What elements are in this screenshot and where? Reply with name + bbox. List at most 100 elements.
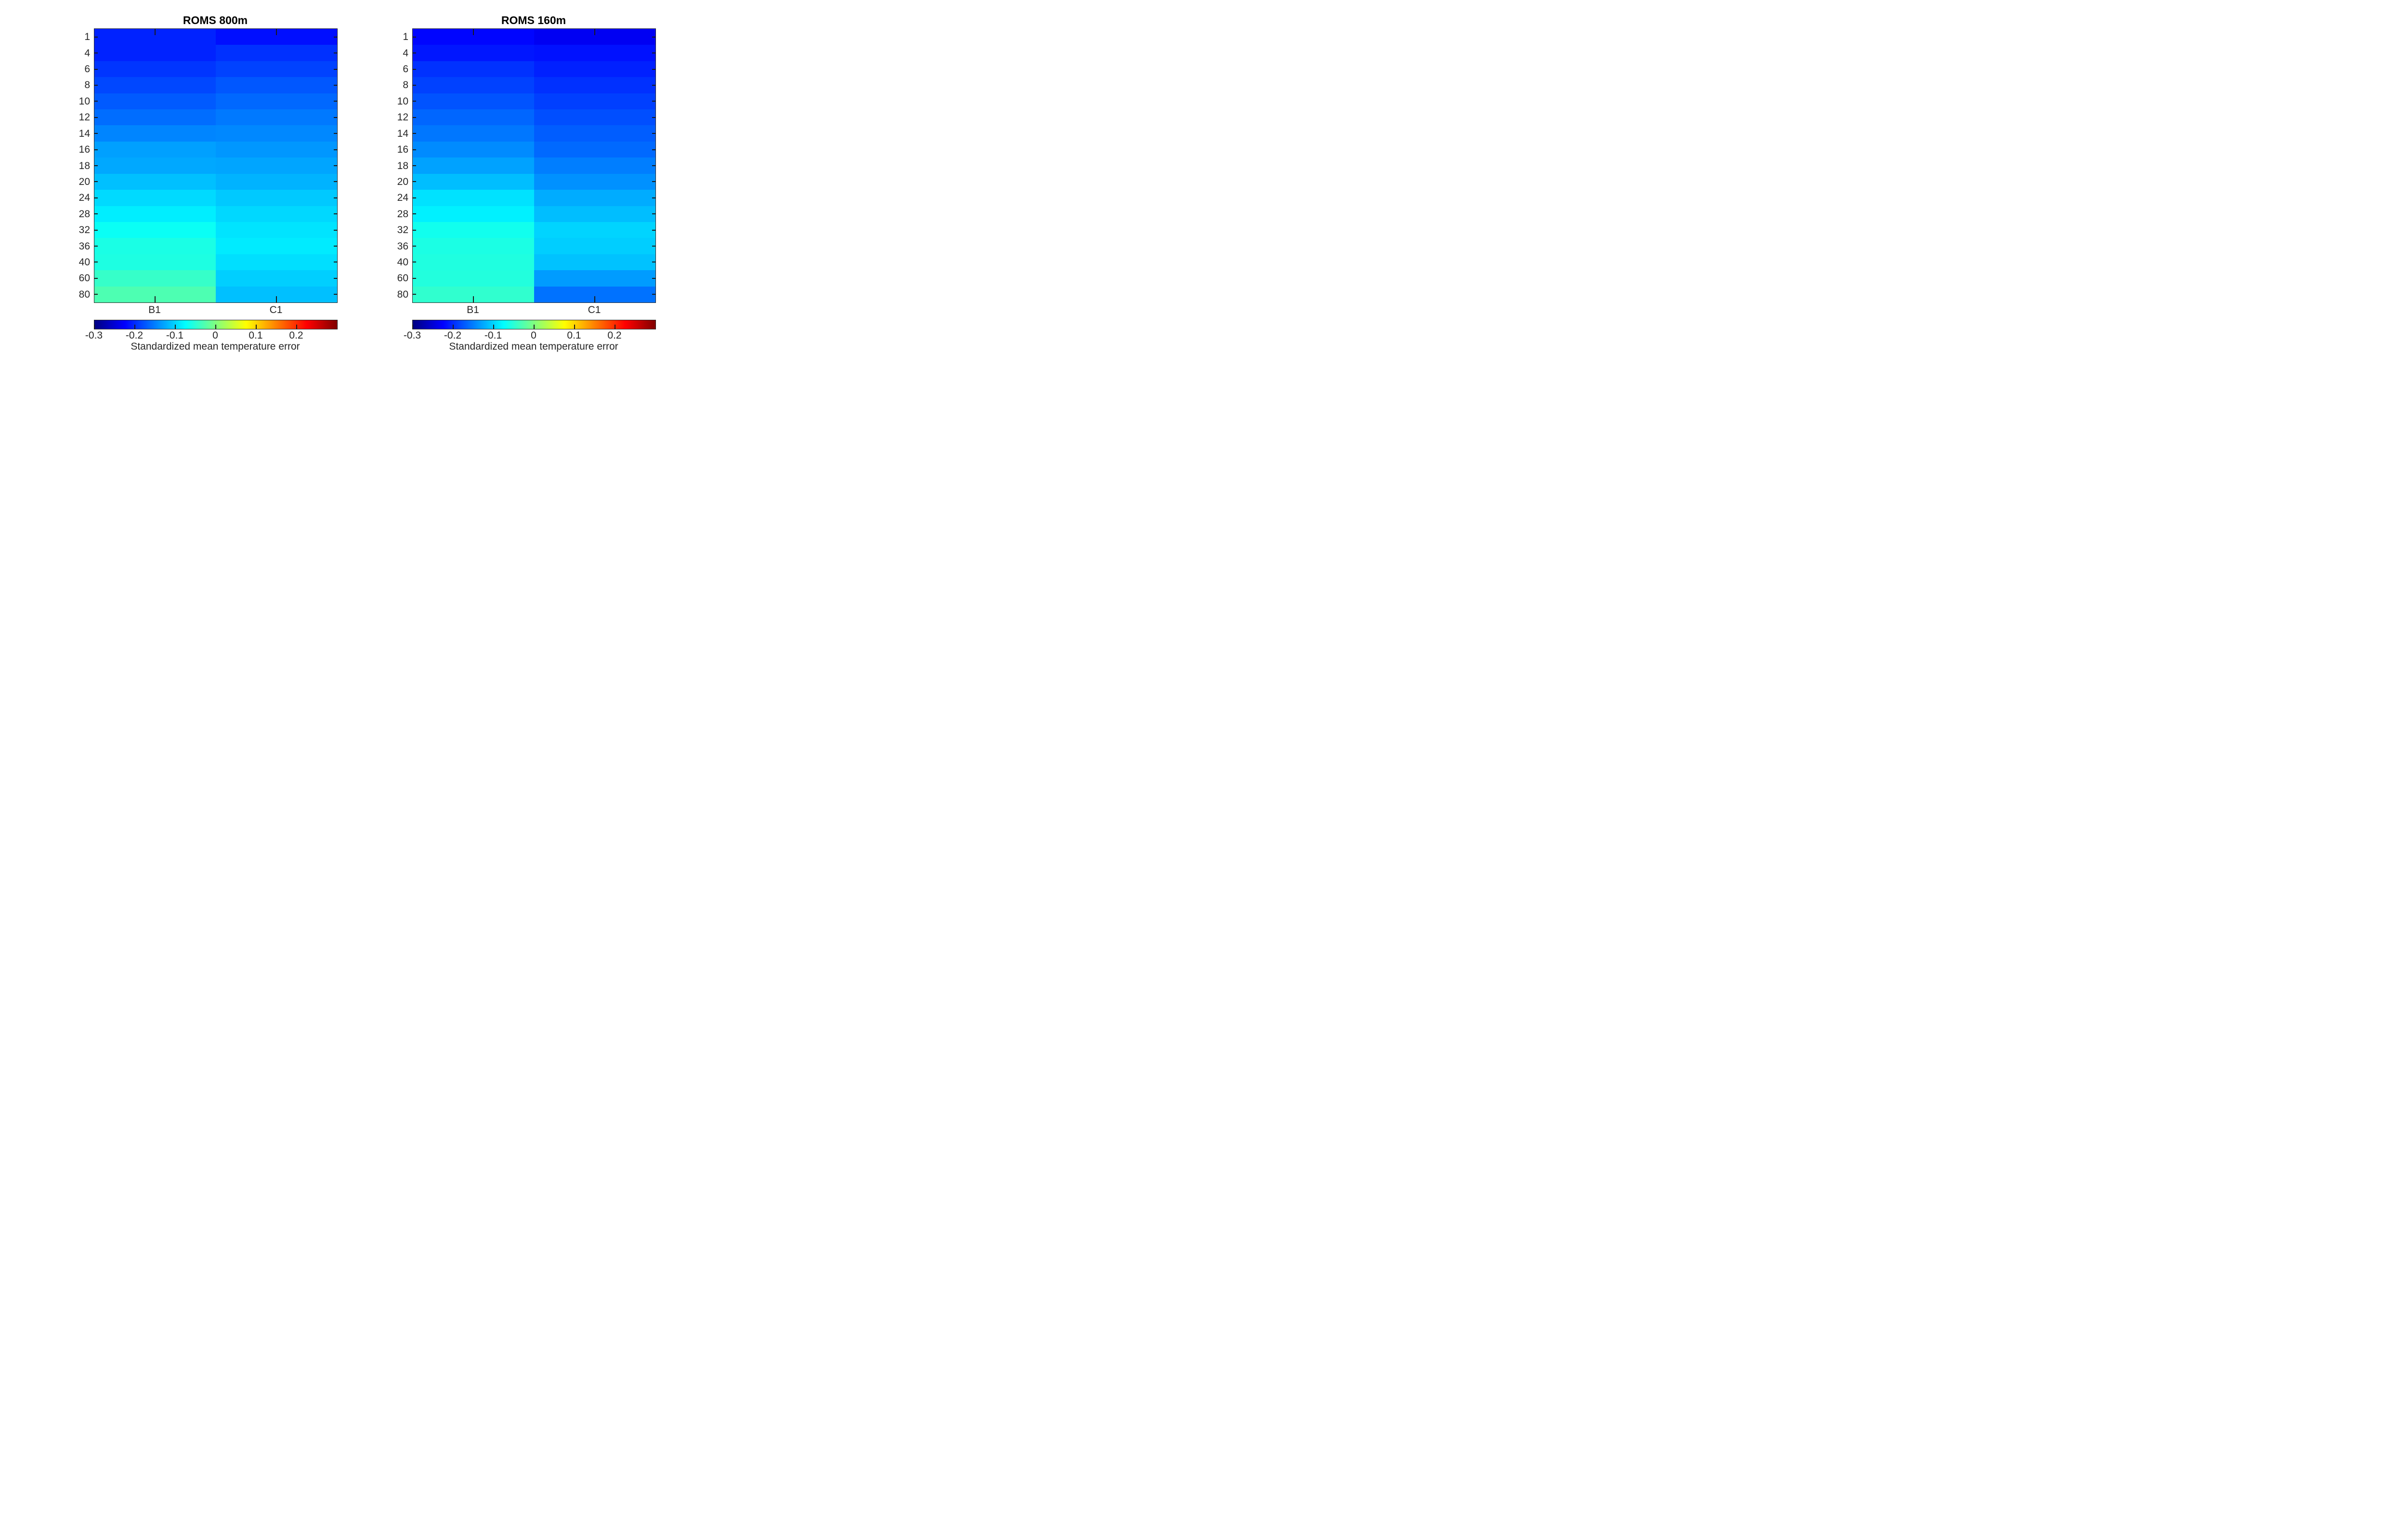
- heatmap-cell-C1-28: [534, 206, 655, 223]
- y-tick-label: 6: [403, 64, 408, 75]
- heatmap-cell-B1-60: [94, 270, 216, 287]
- heatmap-cell-C1-12: [216, 109, 337, 126]
- y-tick-mark: [413, 68, 416, 70]
- y-tick-mark: [334, 149, 337, 150]
- y-tick-mark: [334, 36, 337, 38]
- y-tick-label: 16: [79, 144, 90, 156]
- heatmap-cell-C1-36: [216, 238, 337, 255]
- y-tick-mark: [334, 117, 337, 118]
- colorbar-tick-mark: [296, 325, 297, 329]
- y-tick-label: 80: [79, 288, 90, 300]
- heatmap-cell-C1-16: [534, 141, 655, 158]
- heatmap-cell-C1-60: [216, 270, 337, 287]
- heatmap-cell-C1-10: [216, 93, 337, 110]
- heatmap-cell-B1-24: [94, 190, 216, 207]
- colorbar-tick-mark: [175, 325, 176, 329]
- colorbar-tick-label: -0.2: [125, 330, 144, 341]
- y-tick-label: 4: [403, 47, 408, 59]
- y-tick-label: 36: [79, 240, 90, 252]
- colorbar-tick-label: 0.2: [607, 330, 622, 341]
- y-tick-mark: [652, 149, 655, 150]
- y-tick-label: 32: [397, 224, 408, 236]
- heatmap-cell-C1-8: [534, 77, 655, 94]
- y-tick-mark: [413, 294, 416, 295]
- y-tick-label: 14: [397, 128, 408, 139]
- y-tick-mark: [334, 84, 337, 86]
- y-tick-mark: [413, 84, 416, 86]
- y-tick-mark: [334, 101, 337, 102]
- heatmap-cell-C1-32: [534, 222, 655, 239]
- heatmap-cell-C1-6: [534, 61, 655, 78]
- colorbar-tick-mark: [94, 325, 95, 329]
- y-tick-label: 18: [397, 160, 408, 171]
- x-tick-mark: [473, 296, 474, 302]
- y-tick-mark: [94, 165, 98, 166]
- y-tick-mark: [94, 246, 98, 247]
- y-tick-mark: [334, 246, 337, 247]
- y-tick-mark: [652, 36, 655, 38]
- heatmap-cell-C1-18: [216, 157, 337, 174]
- y-tick-label: 1: [84, 31, 90, 43]
- y-tick-mark: [334, 277, 337, 279]
- colorbar-tick-mark: [134, 325, 135, 329]
- heatmap-right: [412, 28, 656, 303]
- heatmap-cell-B1-10: [413, 93, 534, 110]
- y-tick-mark: [334, 68, 337, 70]
- y-tick-label: 28: [79, 208, 90, 220]
- y-tick-label: 10: [397, 95, 408, 107]
- heatmap-cell-C1-60: [534, 270, 655, 287]
- heatmap-cell-B1-28: [413, 206, 534, 223]
- heatmap-cell-B1-60: [413, 270, 534, 287]
- heatmap-cell-C1-8: [216, 77, 337, 94]
- colorbar-tick-mark: [493, 325, 494, 329]
- heatmap-cell-B1-6: [413, 61, 534, 78]
- left-panel: ROMS 800m 1 4 6 8 10 12 14 16 18 20 24 28 32 36 40 60 80…: [0, 0, 722, 380]
- y-tick-mark: [413, 52, 416, 54]
- y-tick-mark: [413, 117, 416, 118]
- y-tick-mark: [94, 101, 98, 102]
- y-tick-label: 36: [397, 240, 408, 252]
- heatmap-cell-C1-24: [534, 190, 655, 207]
- x-tick-mark: [594, 29, 595, 35]
- y-tick-mark: [413, 165, 416, 166]
- figure: ROMS 800m 1 4 6 8 10 12 14 16 18 20 24 28 32 36 40 60 80…: [0, 0, 722, 380]
- colorbar-tick-label: -0.2: [444, 330, 462, 341]
- colorbar-tick-mark: [534, 325, 535, 329]
- y-tick-mark: [94, 149, 98, 150]
- heatmap-cell-B1-4: [94, 45, 216, 62]
- colorbar-tick-labels: -0.3 -0.2 -0.1 0 0.1 0.2: [404, 329, 655, 342]
- heatmap-cell-B1-14: [413, 125, 534, 142]
- heatmap-cell-B1-18: [94, 157, 216, 174]
- heatmap-cell-B1-36: [413, 238, 534, 255]
- heatmap-cell-B1-4: [413, 45, 534, 62]
- x-axis-tick-labels: B1 C1: [412, 304, 655, 316]
- y-tick-mark: [94, 294, 98, 295]
- y-tick-label: 4: [84, 47, 90, 59]
- colorbar-axis-label: Standardized mean temperature error: [131, 341, 300, 352]
- y-tick-mark: [334, 294, 337, 295]
- y-tick-mark: [94, 213, 98, 215]
- heatmap-cell-C1-18: [534, 157, 655, 174]
- heatmap-cell-C1-36: [534, 238, 655, 255]
- heatmap-cell-B1-10: [94, 93, 216, 110]
- heatmap-cell-B1-6: [94, 61, 216, 78]
- heatmap-cell-B1-12: [94, 109, 216, 126]
- y-tick-mark: [334, 133, 337, 134]
- y-tick-mark: [652, 84, 655, 86]
- chart-title-right: ROMS 160m: [501, 14, 566, 26]
- y-tick-mark: [652, 197, 655, 198]
- y-tick-label: 24: [397, 192, 408, 204]
- x-tick-label: C1: [588, 304, 601, 315]
- x-tick-label: C1: [269, 304, 283, 315]
- y-tick-mark: [94, 52, 98, 54]
- y-tick-label: 40: [397, 256, 408, 268]
- y-tick-label: 8: [84, 79, 90, 91]
- heatmap-cell-C1-14: [534, 125, 655, 142]
- colorbar-tick-mark: [412, 325, 413, 329]
- y-tick-label: 8: [403, 79, 408, 91]
- heatmap-cell-B1-8: [94, 77, 216, 94]
- y-tick-mark: [652, 68, 655, 70]
- y-tick-mark: [94, 277, 98, 279]
- y-tick-mark: [334, 165, 337, 166]
- y-tick-mark: [652, 117, 655, 118]
